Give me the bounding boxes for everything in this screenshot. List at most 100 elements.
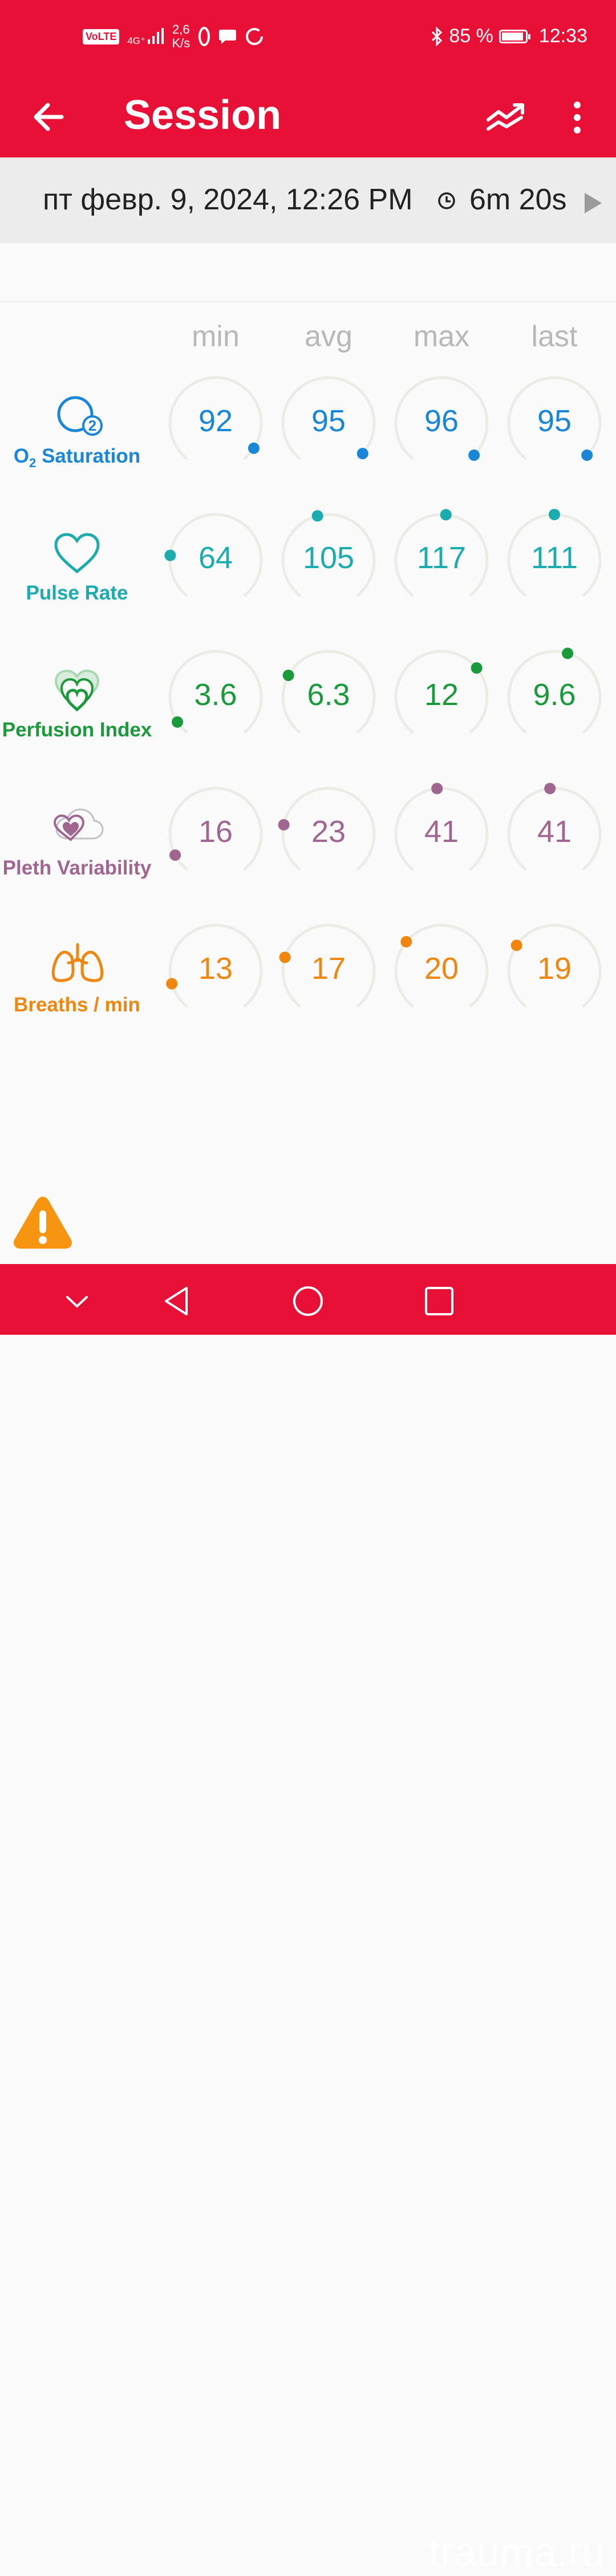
chevron-down-icon[interactable] <box>57 1281 97 1321</box>
label-saturation: Saturation <box>36 445 141 467</box>
metric-label-pulse-rate: Pulse Rate <box>26 582 128 604</box>
column-header-avg: avg <box>305 320 352 353</box>
metric-gauge: 23 <box>277 783 380 885</box>
gauge-track <box>507 376 602 460</box>
gauge-value: 95 <box>537 404 572 438</box>
metric-gauge: 111 <box>503 509 606 611</box>
home-nav-icon[interactable] <box>288 1281 328 1321</box>
back-nav-icon[interactable] <box>157 1281 197 1321</box>
gauge-indicator-dot <box>468 449 480 461</box>
column-header-min: min <box>192 320 240 353</box>
gauge-track <box>281 376 376 460</box>
status-left: VoLTE 4G⁺ 2,6 K/s <box>83 23 264 50</box>
more-options-icon[interactable] <box>566 95 589 140</box>
gauge-track <box>168 787 263 870</box>
speed-unit: K/s <box>172 36 191 50</box>
metric-gauge: 3.6 <box>164 646 267 748</box>
status-bar: VoLTE 4G⁺ 2,6 K/s 85 % 12:33 <box>0 0 616 74</box>
gauge-value: 95 <box>311 404 346 438</box>
metric-label-o2-saturation: O2 Saturation <box>0 445 154 471</box>
gauge-indicator-dot <box>581 449 593 461</box>
gauge-value: 19 <box>537 951 572 986</box>
bluetooth-icon <box>432 26 443 47</box>
gauge-value: 6.3 <box>307 678 350 712</box>
gauge-value: 105 <box>302 541 355 575</box>
speed-value: 2,6 <box>172 22 190 37</box>
gauge-indicator-dot <box>166 978 178 990</box>
volte-badge: VoLTE <box>83 29 120 44</box>
gauge-indicator-dot <box>549 509 560 520</box>
metric-label-breaths-per-min: Breaths / min <box>14 994 140 1016</box>
gauge-track <box>507 650 602 734</box>
metric-gauge: 16 <box>164 783 267 885</box>
gauge-indicator-dot <box>356 448 368 460</box>
metric-label-perfusion-index: Perfusion Index <box>2 719 152 741</box>
gauge-value: 117 <box>416 541 467 575</box>
gauge-track <box>281 513 376 597</box>
gauge-value: 12 <box>424 678 459 712</box>
metric-gauge: 19 <box>503 920 606 1022</box>
gauge-track <box>394 650 489 734</box>
back-arrow-icon[interactable] <box>29 97 68 137</box>
metric-gauge: 20 <box>390 920 493 1022</box>
gauge-value: 111 <box>530 541 578 575</box>
gauge-track <box>281 650 376 734</box>
gauge-indicator-dot <box>278 819 290 831</box>
gauge-track <box>168 650 263 734</box>
metric-gauge: 41 <box>503 783 606 885</box>
session-datetime: пт февр. 9, 2024, 12:26 PM <box>43 183 413 216</box>
app-notification-icon <box>198 27 210 46</box>
label-subscript: 2 <box>29 456 37 470</box>
network-type: 4G⁺ <box>127 35 145 46</box>
metric-gauge: 6.3 <box>277 646 380 748</box>
network-speed: 2,6 K/s <box>172 23 190 50</box>
o2-icon: 2 <box>57 396 103 436</box>
gauge-indicator-dot <box>400 936 412 948</box>
metric-gauge: 117 <box>390 509 493 611</box>
metric-gauge: 95 <box>503 372 606 475</box>
pleth-icon <box>53 808 104 841</box>
gauge-track <box>281 924 376 1007</box>
gauge-track <box>507 924 602 1007</box>
gauge-track <box>168 376 263 460</box>
metric-gauge: 95 <box>277 372 380 475</box>
metric-gauge: 12 <box>390 646 493 748</box>
clock-time: 12:33 <box>538 25 587 47</box>
gauge-value: 3.6 <box>194 678 237 712</box>
gauge-indicator-dot <box>311 510 323 522</box>
gauge-indicator-dot <box>248 442 260 454</box>
metric-label-pleth-variability: Pleth Variability <box>2 857 152 879</box>
gauge-indicator-dot <box>169 849 181 861</box>
signal-icon: 4G⁺ <box>127 27 164 47</box>
metric-gauge: 17 <box>277 920 380 1022</box>
chat-icon <box>219 30 237 44</box>
gauge-indicator-dot <box>172 716 184 728</box>
warning-icon[interactable] <box>11 1192 74 1252</box>
gauge-value: 20 <box>424 951 459 986</box>
play-icon[interactable] <box>585 193 602 213</box>
watermark: trauma.ru <box>429 2530 605 2575</box>
gauge-track <box>168 924 263 1007</box>
metric-gauge: 13 <box>164 920 267 1022</box>
battery-percent: 85 % <box>449 25 493 47</box>
sync-icon <box>246 28 264 45</box>
heart-icon <box>54 533 100 574</box>
status-right: 85 % 12:33 <box>431 25 587 47</box>
metric-gauge: 9.6 <box>503 646 606 748</box>
divider <box>0 301 616 302</box>
svg-text:2: 2 <box>88 417 96 434</box>
metric-gauge: 64 <box>164 509 267 611</box>
metric-gauge: 105 <box>277 509 380 611</box>
column-header-last: last <box>531 320 578 353</box>
gauge-value: 9.6 <box>533 678 576 712</box>
gauge-value: 92 <box>198 404 233 438</box>
recents-nav-icon[interactable] <box>419 1281 459 1321</box>
metric-gauge: 41 <box>390 783 493 885</box>
gauge-indicator-dot <box>279 951 291 963</box>
session-header[interactable]: пт февр. 9, 2024, 12:26 PM 6m 20s <box>0 157 616 243</box>
session-duration: 6m 20s <box>469 183 567 216</box>
gauge-indicator-dot <box>164 549 176 561</box>
trend-chart-icon[interactable] <box>485 95 530 140</box>
gauge-track <box>394 924 489 1007</box>
gauge-track <box>168 513 263 597</box>
